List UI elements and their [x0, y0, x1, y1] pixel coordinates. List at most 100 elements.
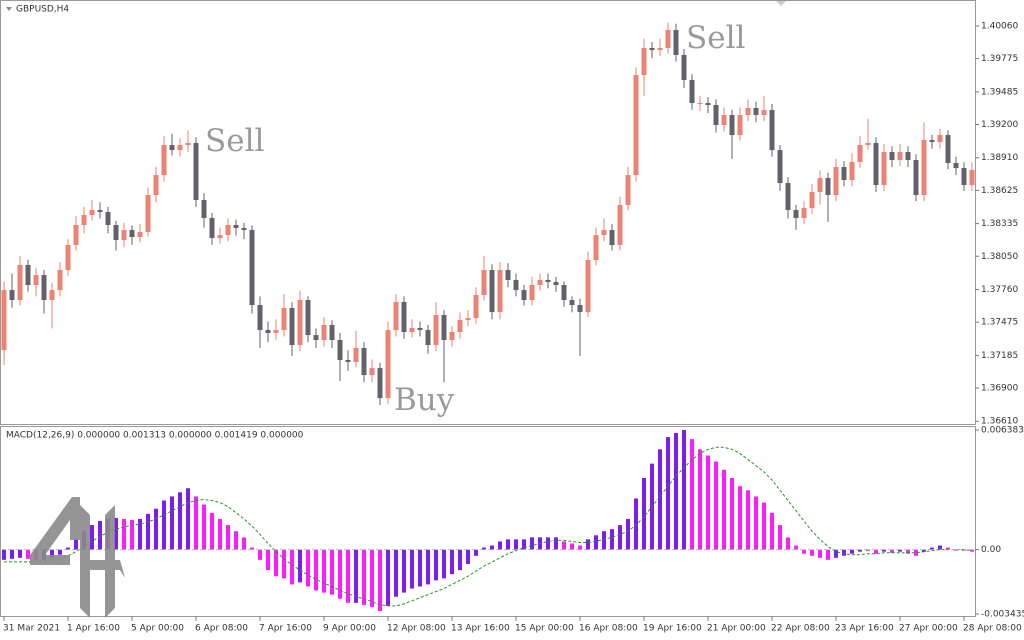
histogram-bar: [794, 545, 798, 550]
candle-body: [417, 327, 423, 331]
candle-body: [33, 275, 39, 286]
x-tick-label: 19 Apr 16:00: [643, 624, 702, 634]
candle-body: [753, 108, 759, 116]
histogram-bar: [866, 549, 870, 551]
annotation: Sell: [686, 20, 745, 56]
candle-body: [897, 152, 903, 161]
candle-body: [121, 230, 127, 240]
candle-body: [873, 142, 879, 186]
histogram-bar: [218, 518, 222, 550]
candle-body: [465, 318, 471, 321]
histogram-bar: [762, 502, 766, 550]
candle-body: [481, 270, 487, 295]
y-tick-label: 1.37185: [981, 351, 1018, 361]
candle-body: [361, 348, 367, 376]
y-tick-label: 0.00: [981, 545, 1001, 555]
x-tick-label: 16 Apr 08:00: [579, 624, 638, 634]
histogram-bar: [754, 496, 758, 550]
candle-body: [665, 30, 671, 48]
candle-body: [25, 264, 31, 286]
histogram-bar: [402, 549, 406, 593]
histogram-bar: [362, 549, 366, 605]
histogram-bar: [306, 549, 310, 587]
candle-body: [809, 191, 815, 209]
histogram-bar: [930, 547, 934, 550]
symbol-label: GBPUSD,H4: [16, 5, 69, 15]
macd-label: MACD(12,26,9) 0.000000 0.001313 0.000000…: [6, 431, 304, 441]
candle-body: [969, 170, 975, 186]
candle-body: [193, 142, 199, 201]
histogram-bar: [226, 525, 230, 550]
histogram-bar: [554, 537, 558, 550]
histogram-bar: [426, 549, 430, 585]
histogram-bar: [690, 439, 694, 550]
histogram-bar: [482, 547, 486, 550]
candle-body: [129, 230, 135, 238]
shift-marker: [776, 1, 786, 6]
histogram-bar: [666, 437, 670, 550]
candle-body: [201, 200, 207, 218]
candle-body: [209, 217, 215, 239]
candle-body: [345, 360, 351, 362]
candle-body: [321, 324, 327, 340]
histogram-bar: [58, 549, 62, 555]
histogram-bar: [618, 525, 622, 550]
histogram-bar: [290, 549, 294, 585]
candle-body: [745, 108, 751, 116]
price-panel: [0, 0, 976, 425]
histogram-bar: [386, 549, 390, 606]
x-tick-label: 1 Apr 16:00: [67, 624, 120, 634]
candle-body: [73, 224, 79, 246]
histogram-bar: [514, 539, 518, 550]
candle-body: [265, 330, 271, 334]
annotation: Sell: [205, 123, 264, 159]
candle-body: [401, 301, 407, 332]
histogram-bar: [610, 529, 614, 550]
histogram-bar: [602, 531, 606, 550]
candle-body: [713, 105, 719, 125]
candle-body: [377, 368, 383, 399]
histogram-bar: [474, 549, 478, 556]
candle-body: [337, 340, 343, 361]
candle-body: [225, 224, 231, 236]
histogram-bar: [18, 549, 22, 558]
candle-body: [281, 308, 287, 331]
candle-body: [169, 145, 175, 151]
candle-body: [305, 300, 311, 336]
y-tick-label: 1.40060: [981, 22, 1018, 32]
candle-body: [409, 327, 415, 332]
candle-body: [9, 290, 15, 301]
candle-body: [729, 115, 735, 136]
histogram-bar: [298, 549, 302, 583]
candle-body: [97, 209, 103, 213]
histogram-bar: [778, 525, 782, 550]
candle-body: [497, 270, 503, 313]
candle-body: [393, 301, 399, 331]
annotation: Buy: [394, 382, 455, 418]
candle-body: [257, 305, 263, 331]
histogram-bar: [826, 549, 830, 560]
candle-body: [473, 294, 479, 319]
histogram-bar: [314, 549, 318, 591]
candle-body: [177, 145, 183, 151]
candle-body: [657, 47, 663, 51]
candle-body: [89, 209, 95, 216]
histogram-bar: [570, 543, 574, 550]
histogram-bar: [634, 498, 638, 550]
histogram-bar: [146, 513, 150, 550]
candle-body: [881, 152, 887, 186]
histogram-bar: [10, 549, 14, 559]
x-tick-label: 9 Apr 00:00: [323, 624, 376, 634]
candle-body: [689, 79, 695, 103]
candle-body: [801, 208, 807, 218]
candle-body: [817, 178, 823, 192]
candle-body: [81, 215, 87, 225]
candle-body: [601, 230, 607, 236]
candle-body: [737, 115, 743, 136]
histogram-bar: [122, 518, 126, 550]
candle-body: [553, 282, 559, 286]
y-tick-label: 1.39200: [981, 120, 1018, 130]
candle-body: [617, 205, 623, 246]
candle-body: [185, 142, 191, 146]
